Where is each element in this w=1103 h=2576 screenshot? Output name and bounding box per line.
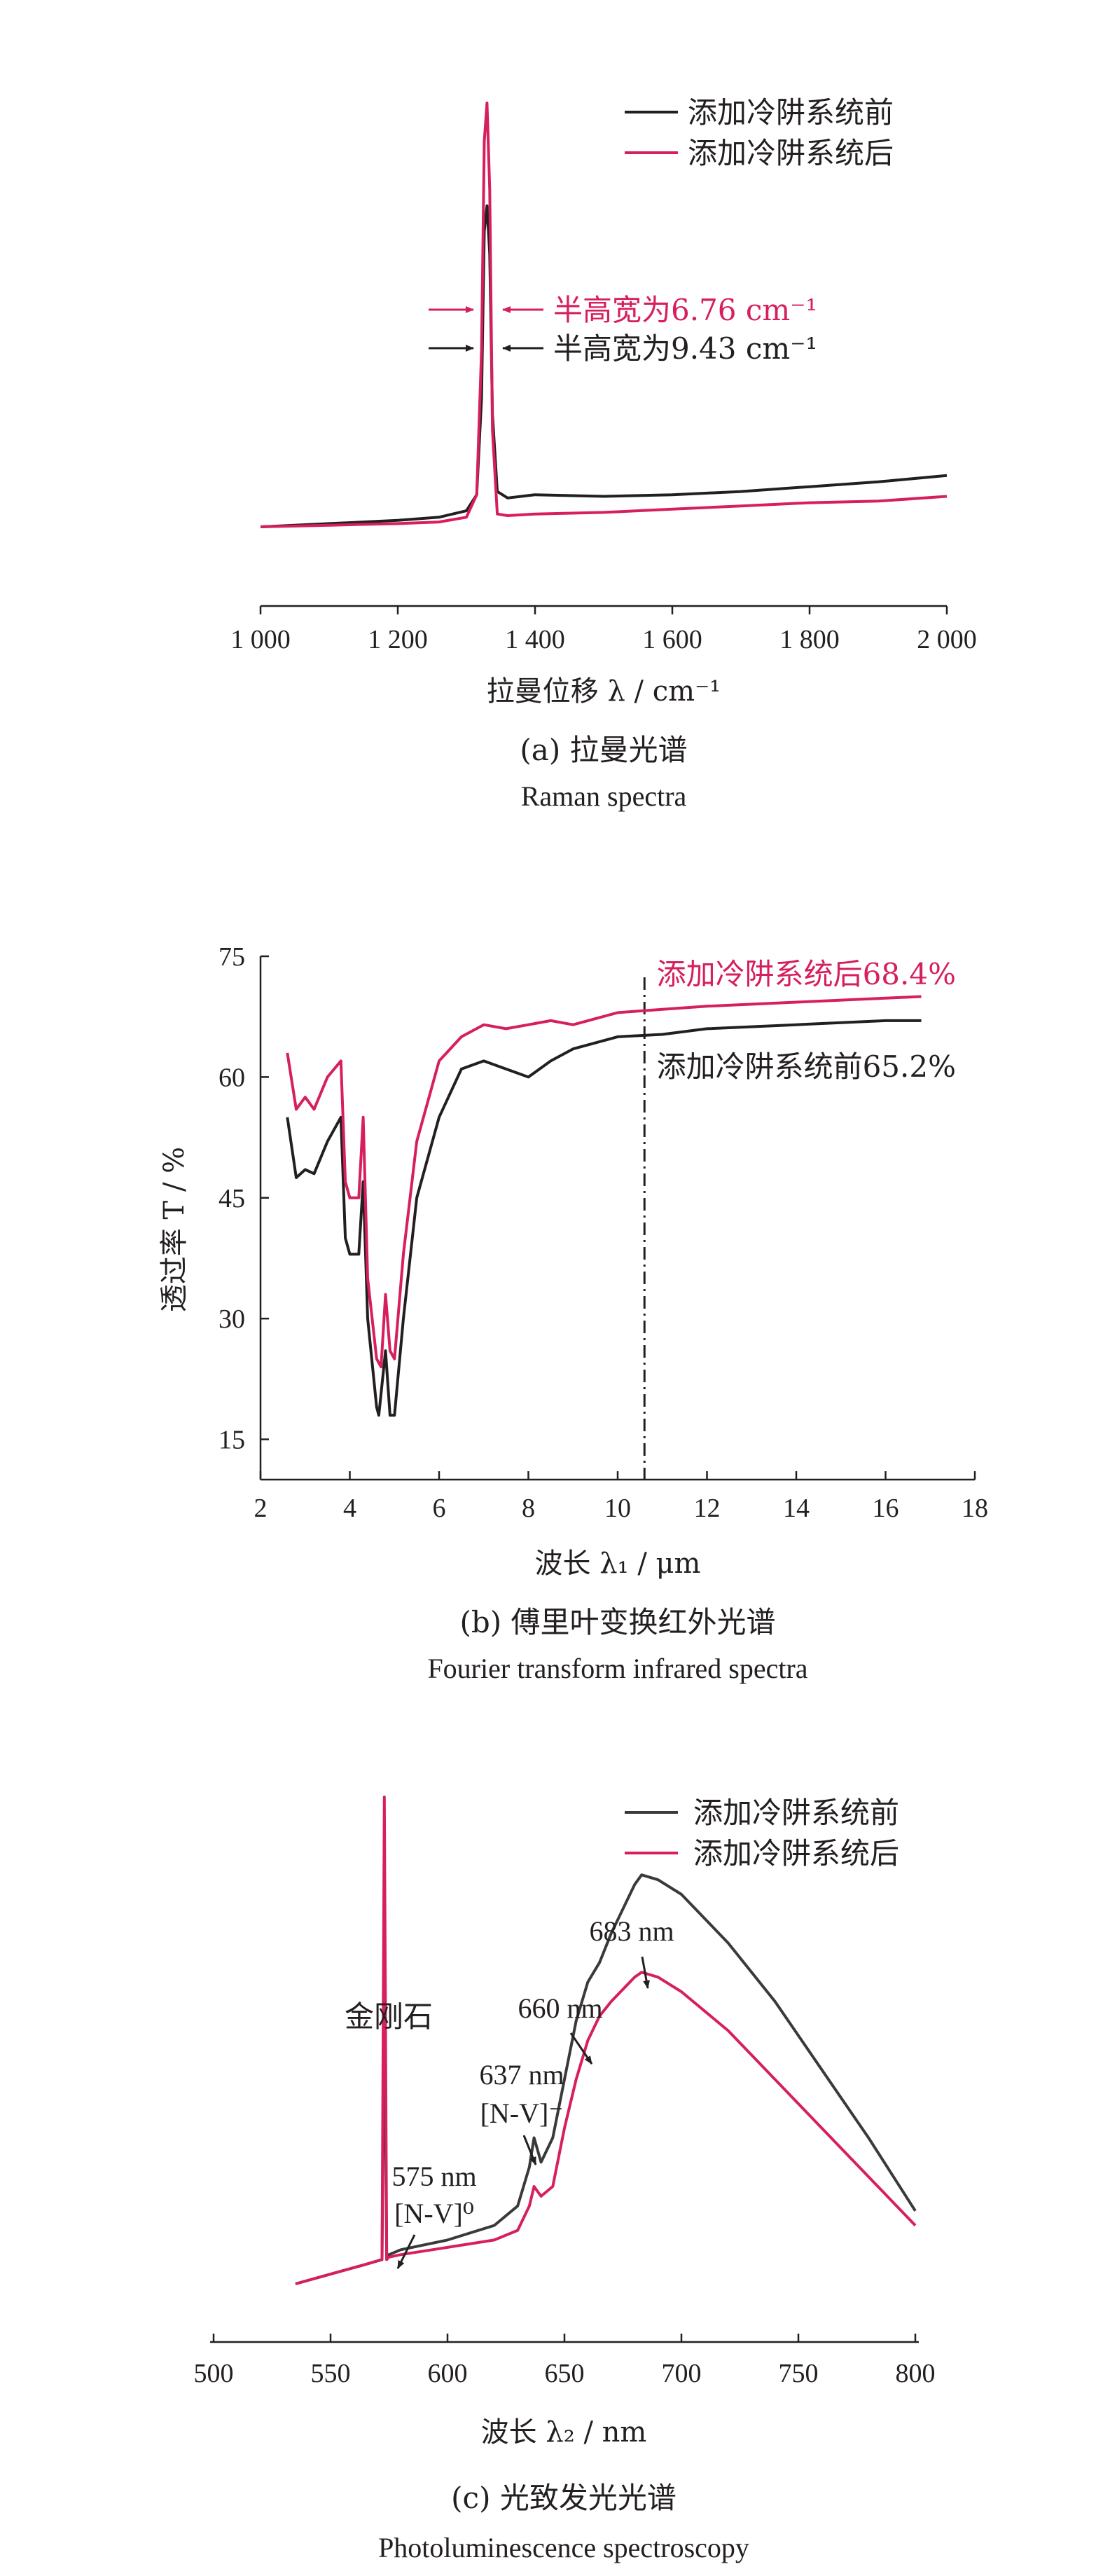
- panel-c-x-ticks: 500 550 600 650 700 750 800: [194, 2334, 936, 2388]
- panel-a-fwhm-after-label: 半高宽为6.76 cm⁻¹: [553, 293, 817, 327]
- panel-b-x-tick-label: 12: [694, 1494, 721, 1523]
- panel-b-x-tick-label: 14: [783, 1494, 810, 1523]
- panel-a-fwhm-before-label: 半高宽为9.43 cm⁻¹: [553, 331, 817, 366]
- panel-a-x-tick-label: 1 600: [642, 625, 702, 654]
- panel-b-caption: (b) 傅里叶变换红外光谱: [459, 1605, 775, 1639]
- panel-c-caption-en: Photoluminescence spectroscopy: [378, 2532, 749, 2563]
- panel-a-legend-before: 添加冷阱系统前: [688, 95, 894, 130]
- panel-c-x-tick-label: 600: [428, 2359, 468, 2388]
- panel-c-photoluminescence: 500 550 600 650 700 750 800 添加冷阱系统前 添加冷阱系统后 金刚…: [194, 1796, 936, 2563]
- panel-a-series-after-line: [260, 102, 948, 528]
- panel-c-nv-minus-label: [N-V]⁻: [480, 2098, 564, 2129]
- panel-b-ftir: 2 4 6 8 10 12 14 16 18 15 30 45 60 75 添加冷阱系统后68.4% 添加…: [158, 942, 988, 1684]
- panel-a-caption: (a) 拉曼光谱: [520, 733, 687, 767]
- panel-a-caption-en: Raman spectra: [521, 780, 687, 812]
- panel-c-637nm-arrow: [522, 2135, 537, 2165]
- panel-b-x-tick-label: 10: [604, 1494, 631, 1523]
- panel-b-y-tick-label: 45: [218, 1184, 245, 1213]
- panel-c-637nm-label: 637 nm: [479, 2059, 564, 2091]
- panel-b-x-label: 波长 λ₁ / μm: [535, 1548, 701, 1580]
- panel-c-legend-after: 添加冷阱系统后: [693, 1836, 899, 1871]
- panel-c-series-after-line: [295, 1796, 917, 2285]
- panel-b-y-label: 透过率 T / %: [158, 1147, 190, 1312]
- panel-c-x-label: 波长 λ₂ / nm: [481, 2416, 647, 2448]
- panel-b-series: [286, 995, 922, 1417]
- panel-b-y-tick-label: 60: [218, 1063, 245, 1092]
- panel-a-x-tick-label: 1 800: [779, 625, 840, 654]
- panel-b-caption-en: Fourier transform infrared spectra: [427, 1653, 807, 1684]
- panel-a-series-before-line: [260, 204, 948, 528]
- panel-c-x-tick-label: 650: [545, 2359, 585, 2388]
- panel-a-x-tick-label: 2 000: [917, 625, 977, 654]
- panel-c-x-tick-label: 500: [194, 2359, 234, 2388]
- panel-a-raman: 1 000 1 200 1 400 1 600 1 800 2 000 添加冷阱系统前 添…: [230, 95, 977, 812]
- panel-c-575nm-label: 575 nm: [391, 2161, 476, 2192]
- panel-c-660nm-label: 660 nm: [518, 1992, 602, 2024]
- panel-c-caption: (c) 光致发光光谱: [451, 2481, 677, 2515]
- panel-b-x-tick-label: 18: [962, 1494, 988, 1523]
- panel-a-x-tick-label: 1 000: [230, 625, 291, 654]
- panel-c-683nm-arrow: [641, 1956, 650, 1989]
- panel-b-after-annotation: 添加冷阱系统后68.4%: [657, 957, 956, 991]
- panel-c-x-tick-label: 700: [662, 2359, 702, 2388]
- panel-c-legend-before: 添加冷阱系统前: [693, 1796, 899, 1830]
- panel-c-683nm-label: 683 nm: [589, 1915, 674, 1947]
- panel-a-series: [260, 102, 948, 528]
- panel-c-series: [295, 1796, 917, 2285]
- panel-b-x-tick-label: 2: [254, 1494, 268, 1523]
- panel-b-x-tick-label: 4: [343, 1494, 356, 1523]
- panel-c-660nm-arrow: [569, 2032, 593, 2065]
- panel-c-x-tick-label: 800: [896, 2359, 936, 2388]
- panel-a-x-tick-label: 1 200: [368, 625, 428, 654]
- panel-b-x-tick-label: 16: [873, 1494, 899, 1523]
- panel-b-y-tick-label: 30: [218, 1304, 245, 1334]
- panel-b-x-tick-label: 8: [522, 1494, 535, 1523]
- panel-a-x-tick-label: 1 400: [505, 625, 565, 654]
- panel-b-ticks: 2 4 6 8 10 12 14 16 18 15 30 45 60 75: [218, 942, 988, 1523]
- panel-c-diamond-label: 金刚石: [345, 1999, 433, 2034]
- panel-b-series-before-line: [286, 1019, 922, 1417]
- panel-a-x-ticks: 1 000 1 200 1 400 1 600 1 800 2 000: [230, 606, 977, 654]
- panel-b-y-tick-label: 15: [218, 1426, 245, 1455]
- panel-b-x-tick-label: 6: [433, 1494, 446, 1523]
- panel-c-575nm-arrow: [396, 2234, 416, 2269]
- panel-b-before-annotation: 添加冷阱系统前65.2%: [657, 1049, 956, 1084]
- panel-c-x-tick-label: 750: [779, 2359, 819, 2388]
- panel-a-x-label: 拉曼位移 λ / cm⁻¹: [487, 675, 721, 708]
- panel-a-legend-after: 添加冷阱系统后: [688, 136, 894, 170]
- panel-c-x-tick-label: 550: [311, 2359, 351, 2388]
- panel-b-series-after-line: [286, 995, 922, 1369]
- panel-c-nv-zero-label: [N-V]⁰: [394, 2198, 474, 2229]
- panel-b-y-tick-label: 75: [218, 942, 245, 972]
